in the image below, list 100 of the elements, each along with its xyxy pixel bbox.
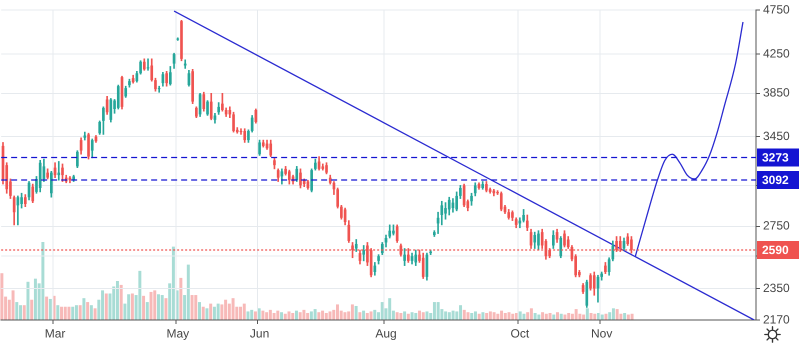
bar [310,311,313,320]
bar [366,312,369,320]
bar [67,306,70,320]
bar [190,295,194,320]
bar [586,308,589,320]
x-tick-label: Oct [510,326,530,341]
bar [403,311,406,320]
bar [48,298,52,320]
x-tick-label: May [166,326,190,341]
bar [71,306,74,320]
bar [104,293,108,320]
bar [534,312,537,320]
y-tick-label: 3850 [763,86,790,100]
ref-line-label: 3092 [762,172,790,187]
bar [380,302,384,320]
bar [537,314,540,320]
bar [425,311,428,320]
bar [530,308,533,320]
ref-line-label: 3273 [762,150,790,164]
bar [556,312,559,320]
bar [94,308,97,320]
bar [142,296,146,320]
bar [444,311,448,320]
bar [466,312,470,320]
bar [15,302,18,320]
candlestick [146,58,150,71]
bar [205,308,208,320]
bar [563,314,566,320]
bar [474,311,477,320]
bar [268,310,272,320]
bar [172,246,175,320]
bar [250,310,254,320]
bar [56,305,60,320]
bar [414,312,418,320]
x-tick-label: Jun [250,326,270,341]
bar [198,302,201,320]
bar [261,310,264,320]
bar [127,294,130,320]
bar [0,273,4,320]
bar [626,314,630,320]
bar [150,292,153,320]
bar [518,311,522,320]
bar [504,312,507,320]
bar [26,282,30,320]
bar [373,310,376,320]
bar [418,310,422,320]
bar [452,310,455,320]
y-tick-label: 4750 [763,2,790,17]
bar [616,309,619,320]
bar [186,264,190,320]
bar [462,310,466,320]
bar [314,309,317,320]
bar [160,295,164,320]
bar [86,302,90,320]
bar [291,312,294,320]
bar [156,294,160,320]
bar [64,306,67,320]
bar [388,298,392,320]
bar [232,298,235,320]
bar [212,306,216,320]
bar [280,312,284,320]
bar [548,312,552,320]
bar [146,302,149,320]
line-series [634,21,744,258]
bar [324,312,328,320]
bar [30,300,34,320]
y-tick-label: 2750 [763,218,790,233]
bar [590,312,593,320]
bar [41,242,44,320]
bar [567,312,570,320]
bar [138,270,142,320]
bar [272,312,276,320]
bar [239,306,242,320]
bar [432,302,436,320]
bar [582,314,586,320]
bar [34,278,37,320]
bar [541,312,544,320]
bar [399,312,402,320]
bar [526,312,530,320]
bar [202,306,205,320]
bar [74,305,78,320]
bar [481,312,484,320]
bar [306,312,310,320]
x-tick-label: Nov [591,326,612,341]
bar [246,311,250,320]
bar [179,278,182,320]
bar [130,293,134,320]
y-tick-label: 3450 [763,128,790,143]
bar [254,311,257,320]
bar [396,312,399,320]
bar [448,312,451,320]
bar [336,304,339,320]
bar [116,281,119,320]
bar [488,311,492,320]
bar [216,304,220,320]
bar [410,312,414,320]
bar [194,295,198,320]
bar [82,298,86,320]
bar [298,312,302,320]
bar [436,302,440,320]
